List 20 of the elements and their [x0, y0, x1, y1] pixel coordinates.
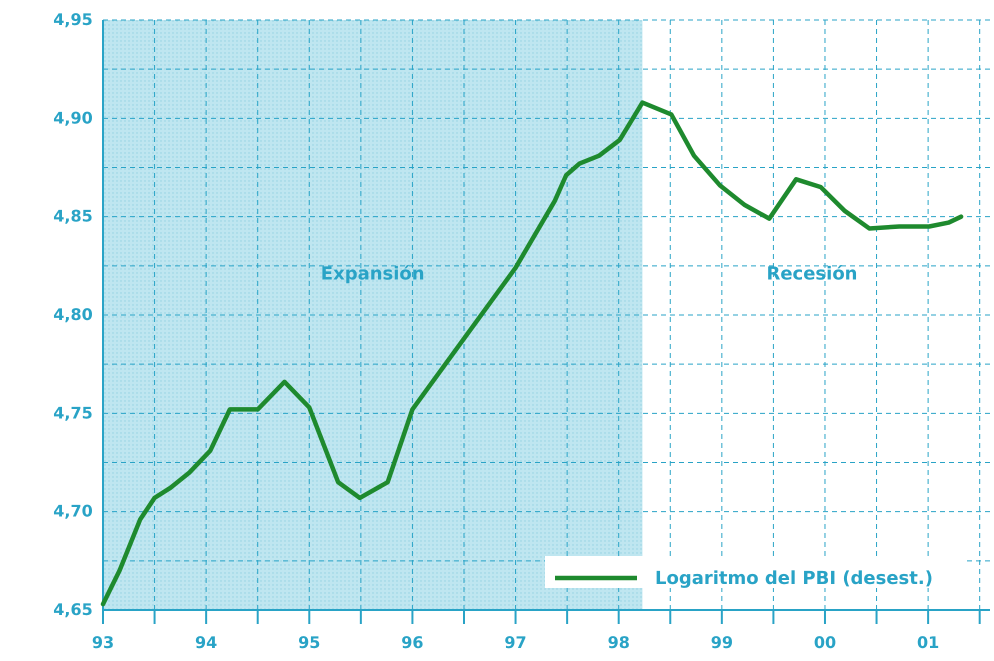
y-tick-label: 4,75	[53, 403, 93, 422]
x-tick-label: 98	[608, 633, 630, 652]
y-tick-label: 4,90	[53, 108, 93, 128]
annotation: Recesión	[766, 264, 858, 285]
x-tick-label: 01	[916, 633, 940, 652]
y-tick-label: 4,65	[53, 600, 93, 619]
y-tick-label: 4,70	[53, 502, 93, 521]
x-tick-label: 99	[710, 633, 733, 652]
band-label: Expansión	[320, 264, 425, 285]
line-series	[100, 100, 964, 606]
x-tick-label: 93	[92, 633, 114, 652]
x-tick-label: 95	[298, 633, 320, 652]
x-tick-label: 96	[401, 633, 424, 652]
y-tick-label: 4,80	[53, 305, 93, 324]
y-tick-label: 4,85	[53, 206, 93, 226]
legend-label: Logaritmo del PBI (desest.)	[655, 568, 933, 589]
x-tick-label: 97	[504, 633, 527, 652]
x-tick-label: 94	[195, 633, 218, 652]
x-tick-label: 00	[814, 633, 836, 652]
y-tick-label: 4,95	[53, 10, 93, 29]
